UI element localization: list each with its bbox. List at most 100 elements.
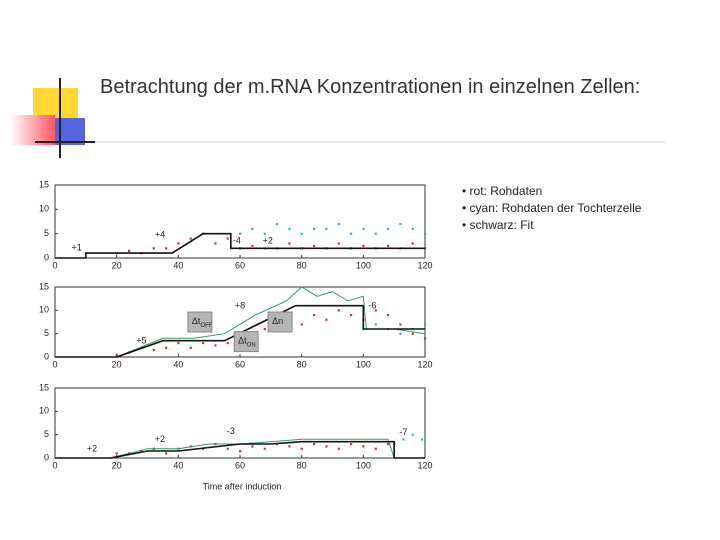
x-tick-label: 40 xyxy=(173,260,183,270)
data-point xyxy=(300,323,303,326)
data-point xyxy=(263,232,266,235)
y-tick-label: 10 xyxy=(39,305,49,315)
data-point xyxy=(177,342,180,345)
y-tick-label: 5 xyxy=(44,429,49,439)
annotation: +2 xyxy=(87,444,97,454)
annotation: +8 xyxy=(235,301,245,311)
deco-red xyxy=(10,115,55,145)
fit-line xyxy=(55,286,426,358)
data-point xyxy=(115,452,118,455)
data-point xyxy=(288,242,291,245)
annotation: +2 xyxy=(155,434,165,444)
x-tick-label: 100 xyxy=(356,260,371,270)
box-label-sub: OFF xyxy=(200,323,212,329)
data-point xyxy=(239,232,242,235)
data-point xyxy=(374,447,377,450)
box-label-main: Δt xyxy=(238,336,247,346)
data-point xyxy=(387,443,390,446)
y-tick-label: 15 xyxy=(39,281,49,291)
legend-item: cyan: Rohdaten der Tochterzelle xyxy=(462,200,642,217)
x-tick-label: 100 xyxy=(356,460,371,470)
label-box xyxy=(233,331,259,353)
y-tick-label: 0 xyxy=(44,452,49,462)
data-point xyxy=(128,249,131,252)
data-point xyxy=(165,452,168,455)
data-point xyxy=(251,227,254,230)
data-point xyxy=(313,443,316,446)
data-point xyxy=(411,433,414,436)
data-point xyxy=(313,244,316,248)
box-label-main: Δn xyxy=(272,316,283,326)
x-tick-label: 100 xyxy=(356,359,371,369)
y-tick-label: 15 xyxy=(39,179,49,189)
x-tick-label: 120 xyxy=(417,460,432,470)
x-tick-label: 80 xyxy=(297,260,307,270)
data-point xyxy=(325,445,328,448)
data-point xyxy=(226,237,229,240)
data-point xyxy=(251,244,254,248)
data-point xyxy=(420,438,424,441)
x-tick-label: 20 xyxy=(112,359,122,369)
annotation: +1 xyxy=(71,243,81,253)
data-point xyxy=(276,222,279,226)
data-point xyxy=(214,344,217,347)
annotation: -4 xyxy=(233,235,241,245)
data-point xyxy=(313,314,316,317)
x-tick-label: 0 xyxy=(52,260,57,270)
data-point xyxy=(399,332,402,335)
data-point xyxy=(362,244,365,248)
data-point xyxy=(411,242,414,245)
data-point xyxy=(165,346,168,349)
data-point xyxy=(165,247,168,250)
data-point xyxy=(189,346,192,349)
annotation: -6 xyxy=(369,301,377,311)
data-point xyxy=(239,450,242,453)
data-point xyxy=(337,447,340,450)
fit-line xyxy=(55,304,425,358)
data-point xyxy=(300,447,303,450)
box-label: ΔtOFF xyxy=(192,316,213,328)
y-tick-label: 0 xyxy=(44,351,49,361)
x-tick-label: 80 xyxy=(297,359,307,369)
x-tick-label: 0 xyxy=(52,359,57,369)
data-point xyxy=(411,332,414,335)
plot-frame xyxy=(54,184,426,259)
data-point xyxy=(387,227,390,230)
data-point xyxy=(263,447,266,450)
data-point xyxy=(374,232,377,235)
data-point xyxy=(251,445,254,448)
x-axis-label: Time after induction xyxy=(203,481,282,491)
y-tick-label: 0 xyxy=(44,252,49,262)
x-tick-label: 60 xyxy=(235,359,245,369)
data-point xyxy=(140,450,143,453)
data-point xyxy=(214,242,217,245)
data-point xyxy=(362,445,365,448)
data-point xyxy=(177,242,180,245)
data-point xyxy=(350,232,353,235)
data-point xyxy=(300,232,303,235)
data-point xyxy=(337,222,340,226)
x-tick-label: 40 xyxy=(173,359,183,369)
x-tick-label: 0 xyxy=(52,460,57,470)
data-point xyxy=(350,443,353,446)
data-point xyxy=(313,227,316,230)
x-tick-label: 40 xyxy=(173,460,183,470)
legend-item: schwarz: Fit xyxy=(462,217,641,234)
x-tick-label: 120 xyxy=(417,260,432,270)
data-point xyxy=(387,314,390,317)
data-point xyxy=(399,222,402,226)
data-point xyxy=(337,309,340,312)
box-label-main: Δt xyxy=(192,316,201,326)
data-point xyxy=(387,244,390,248)
annotation: -3 xyxy=(227,426,235,436)
label-box xyxy=(267,311,293,333)
x-tick-label: 120 xyxy=(417,359,432,369)
data-point xyxy=(424,323,427,326)
x-tick-label: 60 xyxy=(235,460,245,470)
plot-frame xyxy=(54,387,426,459)
data-point xyxy=(411,227,414,230)
fit-line xyxy=(55,232,425,259)
data-point xyxy=(325,227,328,230)
